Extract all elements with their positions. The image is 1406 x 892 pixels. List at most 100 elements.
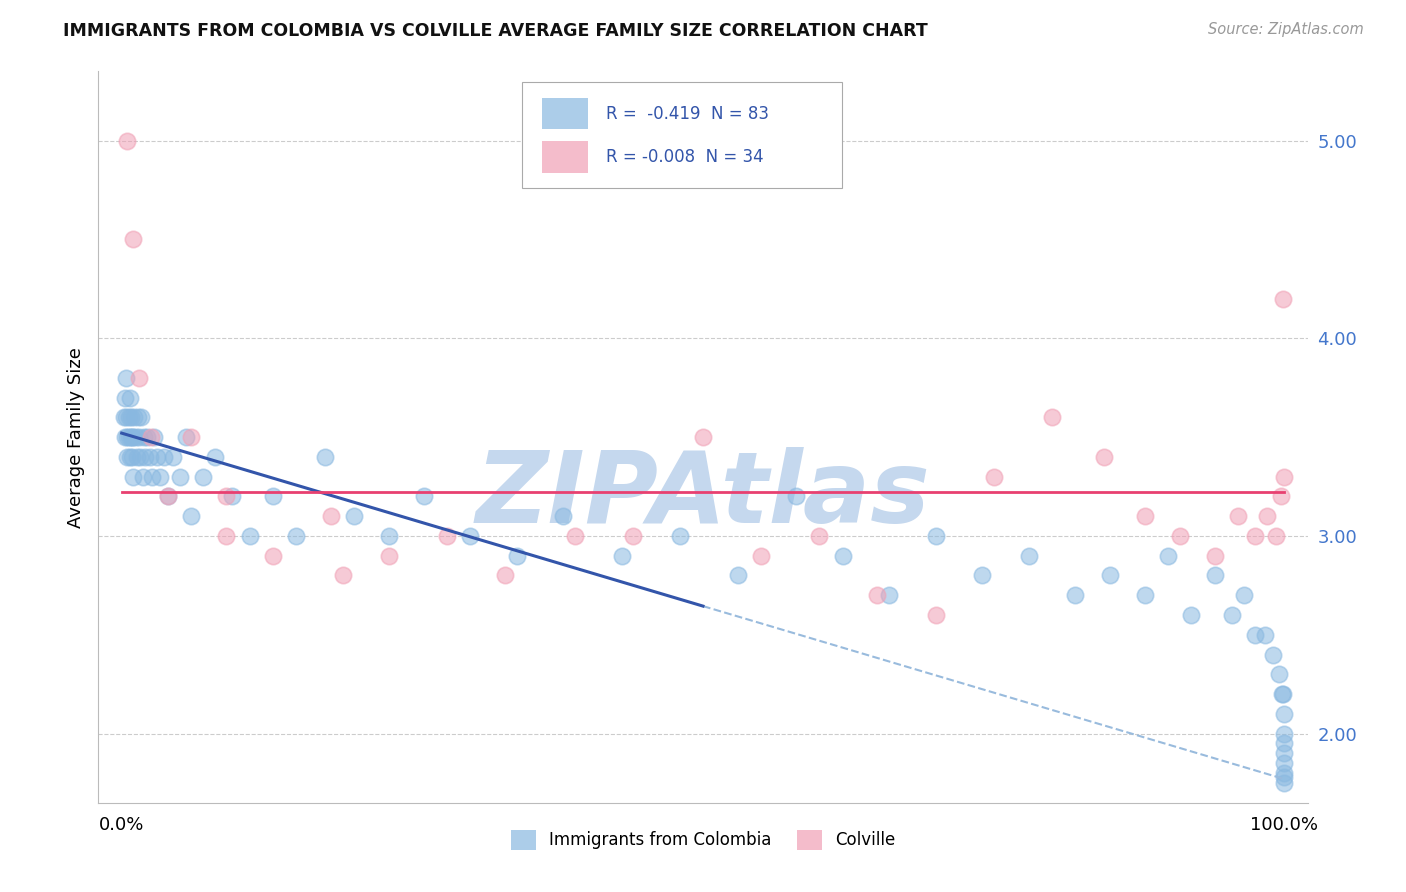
Point [332, 568, 354, 582]
Point [152, 450, 174, 464]
Point [1272, 469, 1295, 483]
Point [1272, 737, 1295, 751]
Point [221, 489, 243, 503]
Point [239, 529, 262, 543]
Point [1180, 607, 1202, 622]
Point [1270, 489, 1292, 503]
Point [460, 529, 482, 543]
FancyBboxPatch shape [543, 141, 588, 173]
Point [1098, 568, 1121, 582]
Point [1272, 706, 1295, 721]
Point [1272, 747, 1295, 761]
Point [145, 450, 167, 464]
Point [115, 371, 138, 385]
Point [1272, 766, 1295, 780]
Point [1226, 509, 1249, 524]
Point [924, 529, 946, 543]
Point [141, 469, 163, 483]
FancyBboxPatch shape [522, 82, 842, 188]
Point [118, 391, 141, 405]
Point [1271, 687, 1294, 701]
Point [149, 469, 172, 483]
Point [436, 529, 458, 543]
Point [117, 450, 139, 464]
Text: IMMIGRANTS FROM COLOMBIA VS COLVILLE AVERAGE FAMILY SIZE CORRELATION CHART: IMMIGRANTS FROM COLOMBIA VS COLVILLE AVE… [63, 22, 928, 40]
Point [1272, 687, 1295, 701]
Point [1133, 509, 1156, 524]
Point [128, 430, 150, 444]
Point [378, 529, 401, 543]
Point [122, 469, 145, 483]
Point [1267, 667, 1289, 681]
Point [122, 232, 145, 246]
Point [122, 430, 145, 444]
Point [831, 549, 853, 563]
Point [610, 549, 633, 563]
Point [143, 430, 166, 444]
Point [125, 450, 148, 464]
Point [138, 450, 160, 464]
FancyBboxPatch shape [543, 98, 588, 129]
Point [877, 588, 900, 602]
Point [314, 450, 336, 464]
Point [621, 529, 644, 543]
Point [157, 489, 180, 503]
Point [157, 489, 180, 503]
Text: R =  -0.419  N = 83: R = -0.419 N = 83 [606, 104, 769, 122]
Point [983, 469, 1005, 483]
Legend: Immigrants from Colombia, Colville: Immigrants from Colombia, Colville [505, 823, 901, 856]
Point [1018, 549, 1040, 563]
Point [1040, 410, 1063, 425]
Point [204, 450, 226, 464]
Point [120, 430, 142, 444]
Point [262, 489, 284, 503]
Text: R = -0.008  N = 34: R = -0.008 N = 34 [606, 148, 763, 166]
Point [1233, 588, 1256, 602]
Point [215, 529, 238, 543]
Point [1272, 756, 1295, 771]
Point [120, 410, 142, 425]
Point [553, 509, 575, 524]
Point [1253, 628, 1275, 642]
Point [134, 450, 156, 464]
Point [129, 450, 152, 464]
Point [494, 568, 516, 582]
Point [124, 430, 146, 444]
Point [1256, 509, 1278, 524]
Point [506, 549, 529, 563]
Point [1265, 529, 1288, 543]
Point [1133, 588, 1156, 602]
Point [1204, 549, 1226, 563]
Point [285, 529, 308, 543]
Point [343, 509, 366, 524]
Point [1261, 648, 1284, 662]
Point [162, 450, 184, 464]
Point [1092, 450, 1115, 464]
Point [136, 430, 159, 444]
Point [115, 410, 138, 425]
Point [1157, 549, 1180, 563]
Point [121, 430, 143, 444]
Point [564, 529, 586, 543]
Point [117, 134, 139, 148]
Point [1244, 529, 1267, 543]
Point [127, 410, 149, 425]
Point [785, 489, 807, 503]
Point [1272, 770, 1295, 784]
Point [114, 391, 136, 405]
Point [1272, 776, 1295, 790]
Point [924, 607, 946, 622]
Text: Source: ZipAtlas.com: Source: ZipAtlas.com [1208, 22, 1364, 37]
Point [1272, 292, 1295, 306]
Point [124, 410, 146, 425]
Point [1204, 568, 1226, 582]
Point [808, 529, 831, 543]
Point [118, 450, 141, 464]
Point [131, 469, 153, 483]
Point [866, 588, 889, 602]
Point [180, 509, 202, 524]
Point [118, 430, 141, 444]
Point [319, 509, 342, 524]
Point [131, 410, 153, 425]
Text: ZIPAtlas: ZIPAtlas [475, 447, 931, 544]
